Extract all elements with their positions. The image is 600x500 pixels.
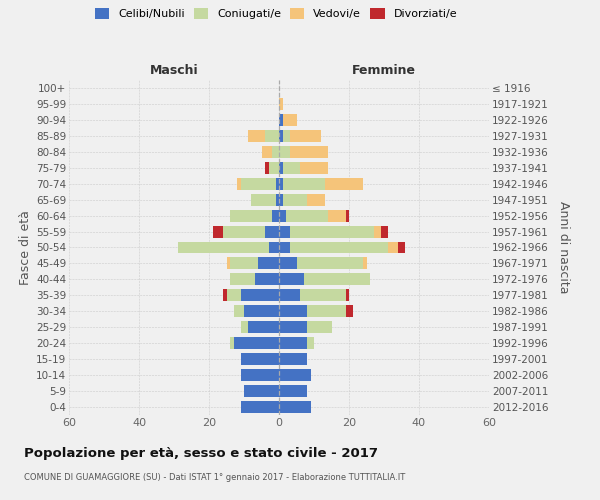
- Bar: [346, 210, 349, 222]
- Bar: [290, 226, 373, 237]
- Bar: [248, 322, 279, 333]
- Bar: [307, 322, 331, 333]
- Bar: [254, 274, 279, 285]
- Bar: [388, 242, 398, 254]
- Bar: [279, 337, 307, 349]
- Bar: [275, 194, 279, 205]
- Text: Popolazione per età, sesso e stato civile - 2017: Popolazione per età, sesso e stato civil…: [24, 448, 378, 460]
- Bar: [279, 369, 311, 381]
- Bar: [300, 290, 346, 302]
- Bar: [279, 322, 307, 333]
- Bar: [237, 178, 241, 190]
- Bar: [279, 146, 290, 158]
- Bar: [346, 306, 353, 318]
- Bar: [272, 210, 279, 222]
- Text: Femmine: Femmine: [352, 64, 416, 77]
- Bar: [307, 337, 314, 349]
- Bar: [279, 274, 304, 285]
- Bar: [279, 130, 283, 142]
- Bar: [296, 258, 363, 270]
- Bar: [262, 146, 272, 158]
- Bar: [241, 322, 248, 333]
- Bar: [290, 130, 321, 142]
- Bar: [279, 353, 307, 365]
- Bar: [265, 162, 269, 173]
- Bar: [283, 194, 307, 205]
- Bar: [279, 242, 290, 254]
- Bar: [380, 226, 388, 237]
- Bar: [269, 242, 279, 254]
- Bar: [283, 178, 325, 190]
- Bar: [244, 385, 279, 397]
- Bar: [307, 306, 346, 318]
- Bar: [227, 258, 230, 270]
- Bar: [290, 242, 388, 254]
- Bar: [251, 194, 275, 205]
- Bar: [279, 194, 283, 205]
- Bar: [230, 274, 254, 285]
- Bar: [279, 306, 307, 318]
- Bar: [279, 226, 290, 237]
- Bar: [258, 258, 279, 270]
- Bar: [279, 401, 311, 413]
- Bar: [398, 242, 405, 254]
- Bar: [283, 130, 290, 142]
- Y-axis label: Fasce di età: Fasce di età: [19, 210, 32, 285]
- Bar: [241, 369, 279, 381]
- Bar: [304, 274, 370, 285]
- Legend: Celibi/Nubili, Coniugati/e, Vedovi/e, Divorziati/e: Celibi/Nubili, Coniugati/e, Vedovi/e, Di…: [95, 8, 457, 19]
- Bar: [244, 306, 279, 318]
- Bar: [230, 337, 233, 349]
- Bar: [265, 226, 279, 237]
- Bar: [279, 258, 296, 270]
- Bar: [269, 162, 279, 173]
- Bar: [307, 194, 325, 205]
- Bar: [279, 385, 307, 397]
- Bar: [223, 290, 227, 302]
- Bar: [241, 401, 279, 413]
- Bar: [279, 290, 300, 302]
- Y-axis label: Anni di nascita: Anni di nascita: [557, 201, 570, 294]
- Bar: [241, 178, 275, 190]
- Bar: [279, 178, 283, 190]
- Bar: [233, 306, 244, 318]
- Bar: [241, 290, 279, 302]
- Bar: [279, 98, 283, 110]
- Bar: [300, 162, 328, 173]
- Bar: [346, 290, 349, 302]
- Bar: [230, 258, 258, 270]
- Bar: [212, 226, 223, 237]
- Bar: [241, 353, 279, 365]
- Text: COMUNE DI GUAMAGGIORE (SU) - Dati ISTAT 1° gennaio 2017 - Elaborazione TUTTITALI: COMUNE DI GUAMAGGIORE (SU) - Dati ISTAT …: [24, 472, 405, 482]
- Bar: [230, 210, 272, 222]
- Bar: [275, 178, 279, 190]
- Bar: [286, 210, 328, 222]
- Bar: [279, 114, 283, 126]
- Bar: [283, 162, 300, 173]
- Bar: [363, 258, 367, 270]
- Bar: [325, 178, 363, 190]
- Bar: [279, 210, 286, 222]
- Bar: [283, 114, 296, 126]
- Bar: [178, 242, 269, 254]
- Text: Maschi: Maschi: [149, 64, 199, 77]
- Bar: [265, 130, 279, 142]
- Bar: [223, 226, 265, 237]
- Bar: [290, 146, 328, 158]
- Bar: [279, 162, 283, 173]
- Bar: [328, 210, 346, 222]
- Bar: [272, 146, 279, 158]
- Bar: [373, 226, 380, 237]
- Bar: [227, 290, 241, 302]
- Bar: [248, 130, 265, 142]
- Bar: [233, 337, 279, 349]
